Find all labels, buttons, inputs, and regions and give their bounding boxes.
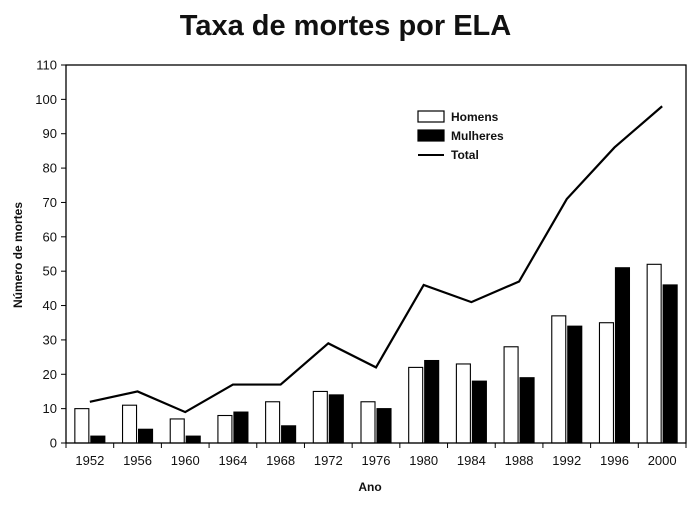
y-tick-label: 50 <box>43 264 57 279</box>
legend-swatch-mulheres <box>417 129 445 142</box>
x-tick-label: 1984 <box>457 453 486 468</box>
x-tick-label: 1968 <box>266 453 295 468</box>
y-tick-label: 110 <box>36 58 57 73</box>
total-line-layer <box>89 105 663 414</box>
y-tick-label: 30 <box>43 332 57 347</box>
bar-homens <box>408 366 424 444</box>
y-tick-label: 80 <box>43 161 57 176</box>
bar-homens <box>503 346 519 444</box>
x-tick-label: 1988 <box>505 453 534 468</box>
x-tick-label: 1972 <box>314 453 343 468</box>
bar-mulheres <box>614 267 631 444</box>
y-tick-label: 60 <box>43 229 57 244</box>
y-tick-label: 40 <box>43 298 57 313</box>
bar-mulheres <box>567 325 583 444</box>
x-tick-label: 1952 <box>75 453 104 468</box>
y-tick-label: 100 <box>35 92 57 107</box>
x-tick-label: 1992 <box>552 453 581 468</box>
bar-mulheres <box>233 411 249 444</box>
bar-homens <box>265 401 281 444</box>
x-tick-label: 2000 <box>648 453 677 468</box>
bar-homens <box>169 418 185 444</box>
x-tick-label: 1980 <box>409 453 438 468</box>
bar-homens <box>455 363 471 444</box>
bar-homens <box>217 414 233 444</box>
y-tick-label: 0 <box>50 436 57 451</box>
bar-homens <box>646 263 662 444</box>
x-tick-label: 1964 <box>218 453 247 468</box>
bar-mulheres <box>519 377 535 444</box>
bar-mulheres <box>662 284 678 444</box>
bar-homens <box>74 408 90 444</box>
bar-mulheres <box>137 428 154 444</box>
bar-mulheres <box>185 435 201 444</box>
bar-homens <box>121 404 138 444</box>
y-axis-ticks: 0 10 20 30 40 50 60 70 80 90 100 110 <box>35 58 66 451</box>
y-axis-title: Número de mortes <box>11 202 25 308</box>
x-tick-label: 1996 <box>600 453 629 468</box>
y-tick-label: 70 <box>43 195 57 210</box>
bar-mulheres <box>281 425 297 444</box>
legend-label-mulheres: Mulheres <box>451 129 504 143</box>
bar-homens <box>551 315 567 444</box>
x-tick-label: 1960 <box>171 453 200 468</box>
legend-label-total: Total <box>451 148 479 162</box>
bar-mulheres <box>376 408 392 444</box>
bar-mulheres <box>424 359 440 444</box>
x-tick-label: 1956 <box>123 453 152 468</box>
y-tick-label: 20 <box>43 367 57 382</box>
legend-swatch-homens <box>417 110 445 123</box>
bar-mulheres <box>90 435 106 444</box>
legend-label-homens: Homens <box>451 110 499 124</box>
bar-mulheres <box>471 380 487 444</box>
y-tick-label: 90 <box>43 126 57 141</box>
x-axis-title: Ano <box>358 480 381 494</box>
x-axis-ticks: 1952 1956 1960 1964 1968 1972 1976 1980 1984 1988… <box>65 443 687 468</box>
bar-homens <box>360 401 376 444</box>
legend: Homens Mulheres Total <box>417 110 504 162</box>
chart-title: Taxa de mortes por ELA <box>179 10 512 42</box>
bars <box>74 263 678 444</box>
bar-homens <box>598 322 615 444</box>
bar-homens <box>312 390 328 444</box>
x-tick-label: 1976 <box>362 453 391 468</box>
plot-frame <box>65 64 687 444</box>
y-tick-label: 10 <box>43 401 57 416</box>
line-total <box>89 105 663 414</box>
bar-mulheres <box>328 394 344 444</box>
